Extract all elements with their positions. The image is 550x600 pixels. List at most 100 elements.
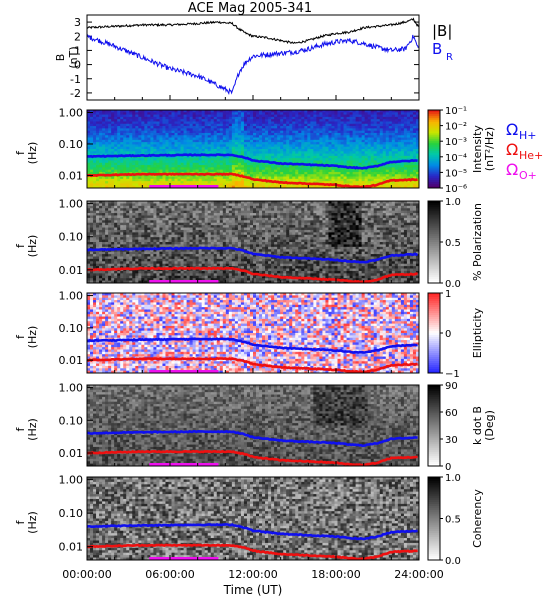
heatmap-cell (90, 222, 94, 226)
heatmap-cell (174, 142, 178, 145)
heatmap-cell (165, 203, 169, 207)
heatmap-cell (240, 114, 245, 118)
heatmap-cell (268, 139, 272, 143)
heatmap-cell (117, 126, 121, 129)
heatmap-cell (295, 160, 299, 164)
heatmap-cell (120, 210, 124, 214)
heatmap-cell (388, 116, 393, 120)
heatmap-cell (219, 158, 224, 161)
heatmap-cell (400, 135, 405, 138)
heatmap-cell (102, 167, 106, 171)
heatmap-cell (171, 227, 175, 231)
heatmap-cell (249, 174, 254, 177)
heatmap-cell (162, 158, 166, 161)
heatmap-cell (219, 160, 224, 164)
heatmap-cell (144, 225, 148, 228)
heatmap-cell (93, 183, 97, 187)
heatmap-cell (99, 201, 103, 204)
heatmap-cell (120, 220, 124, 224)
heatmap-cell (99, 135, 103, 138)
heatmap-cell (153, 232, 157, 236)
heatmap-cell (99, 169, 103, 173)
heatmap-cell (331, 112, 335, 115)
heatmap-cell (256, 132, 260, 136)
heatmap-cell (412, 123, 417, 127)
heatmap-cell (385, 153, 390, 157)
heatmap-cell (168, 137, 172, 141)
heatmap-cell (385, 171, 390, 175)
heatmap-cell (183, 232, 187, 236)
heatmap-cell (225, 132, 230, 136)
heatmap-cell (301, 153, 305, 157)
heatmap-cell (177, 137, 181, 141)
heatmap-cell (322, 160, 326, 164)
heatmap-cell (301, 123, 305, 127)
heatmap-cell (96, 135, 100, 138)
heatmap-cell (316, 160, 320, 164)
heatmap-cell (280, 171, 284, 175)
heatmap-cell (382, 149, 387, 152)
heatmap-cell (222, 169, 227, 173)
heatmap-cell (225, 139, 230, 143)
heatmap-cell (391, 132, 396, 136)
heatmap-cell (186, 123, 191, 127)
heatmap-cell (171, 222, 175, 226)
heatmap-cell (280, 110, 284, 113)
heatmap-cell (126, 144, 130, 148)
heatmap-cell (162, 130, 166, 134)
heatmap-cell (144, 130, 148, 134)
heatmap-cell (168, 110, 172, 113)
heatmap-cell (295, 153, 299, 157)
heatmap-cell (216, 146, 221, 150)
heatmap-cell (162, 205, 166, 209)
heatmap-cell (177, 232, 181, 236)
heatmap-cell (280, 158, 284, 161)
heatmap-cell (265, 167, 269, 171)
heatmap-cell (361, 112, 366, 115)
heatmap-cell (102, 270, 106, 274)
heatmap-cell (207, 158, 212, 161)
heatmap-cell (153, 112, 157, 115)
heatmap-cell (367, 160, 372, 164)
heatmap-cell (253, 121, 257, 125)
heatmap-cell (403, 162, 408, 166)
heatmap-cell (231, 114, 236, 118)
heatmap-cell (99, 278, 103, 281)
heatmap-cell (123, 119, 127, 122)
heatmap-cell (108, 165, 112, 168)
heatmap-cell (114, 263, 118, 267)
heatmap-cell (304, 178, 308, 182)
heatmap-cell (93, 205, 97, 209)
heatmap-cell (198, 183, 203, 187)
heatmap-cell (120, 158, 124, 161)
heatmap-cell (141, 137, 145, 141)
heatmap-cell (180, 220, 184, 224)
heatmap-cell (210, 176, 215, 180)
heatmap-cell (93, 153, 97, 157)
heatmap-cell (243, 137, 248, 141)
heatmap-cell (90, 280, 94, 284)
heatmap-cell (295, 174, 299, 177)
heatmap-cell (132, 185, 136, 189)
heatmap-cell (415, 137, 420, 141)
heatmap-cell (262, 149, 266, 152)
heatmap-cell (313, 155, 317, 159)
heatmap-cell (165, 242, 169, 245)
heatmap-cell (150, 123, 154, 127)
heatmap-cell (406, 181, 411, 184)
heatmap-cell (114, 112, 118, 115)
heatmap-cell (198, 132, 203, 136)
heatmap-cell (189, 144, 194, 148)
heatmap-cell (349, 151, 353, 154)
heatmap-cell (412, 139, 417, 143)
heatmap-cell (93, 139, 97, 143)
heatmap-cell (102, 275, 106, 279)
heatmap-cell (286, 169, 290, 173)
heatmap-cell (271, 116, 275, 120)
heatmap-cell (180, 162, 184, 166)
heatmap-cell (307, 137, 311, 141)
heatmap-cell (129, 217, 133, 221)
heatmap-cell (331, 132, 335, 136)
heatmap-cell (240, 132, 245, 136)
heatmap-cell (355, 114, 360, 118)
